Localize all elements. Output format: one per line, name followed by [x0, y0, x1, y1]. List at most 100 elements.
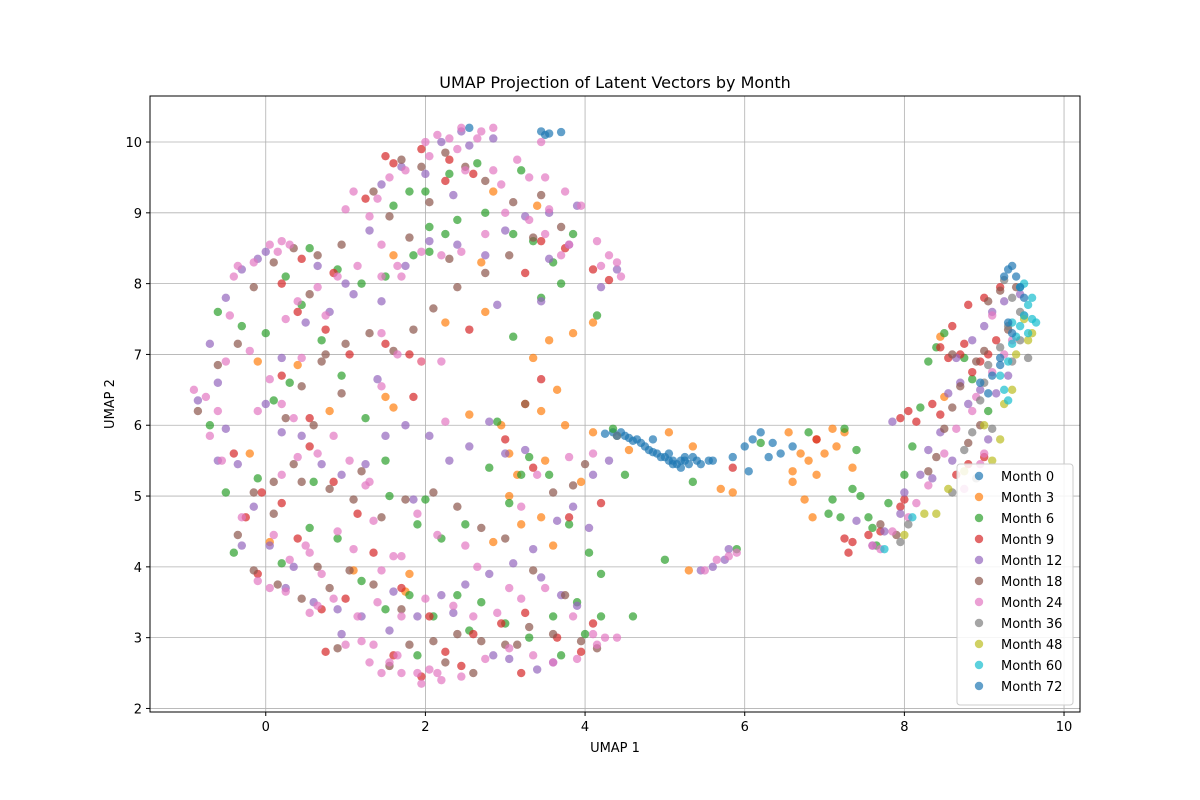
data-point-s5-89 — [469, 668, 478, 678]
data-point-s2-55 — [405, 187, 414, 196]
data-point-s10-14 — [600, 429, 610, 438]
data-point-s6-127 — [700, 566, 710, 575]
data-point-s5-1 — [213, 360, 223, 370]
data-point-s5-0 — [193, 406, 203, 416]
data-point-s6-74 — [293, 297, 302, 306]
data-point-s6-83 — [401, 166, 410, 175]
data-point-s3-27 — [297, 254, 306, 264]
data-point-s4-19 — [485, 569, 494, 579]
data-point-s10-9 — [995, 353, 1005, 363]
data-point-s9-11 — [1023, 328, 1033, 338]
data-point-s4-30 — [465, 442, 474, 451]
data-point-s4-8 — [233, 459, 243, 469]
data-point-s3-29 — [361, 194, 370, 203]
data-point-s6-113 — [596, 261, 606, 271]
data-point-s4-55 — [544, 254, 554, 264]
data-point-s6-118 — [556, 251, 566, 260]
data-point-s6-103 — [457, 247, 466, 256]
data-point-s6-68 — [345, 456, 354, 465]
data-point-s4-13 — [333, 605, 342, 614]
data-point-s1-14 — [540, 456, 550, 465]
legend-label-2: Month 6 — [1001, 512, 1054, 527]
data-point-s5-58 — [397, 155, 406, 164]
data-point-s6-128 — [712, 555, 721, 564]
data-point-s6-15 — [253, 576, 262, 586]
data-point-s3-48 — [904, 406, 913, 416]
data-point-s10-3 — [1011, 272, 1021, 281]
data-point-s1-3 — [465, 410, 474, 419]
data-point-s4-113 — [528, 544, 538, 554]
data-point-s4-105 — [505, 654, 514, 664]
data-point-s4-21 — [536, 573, 546, 582]
data-point-s5-25 — [477, 636, 486, 646]
data-point-s9-0 — [880, 544, 889, 554]
data-point-s5-75 — [972, 357, 981, 366]
data-point-s10-15 — [612, 431, 622, 441]
data-point-s6-6 — [233, 261, 243, 271]
data-point-s1-46 — [568, 328, 578, 338]
data-point-s4-96 — [983, 435, 993, 444]
data-point-s6-129 — [724, 552, 733, 561]
data-point-s6-145 — [980, 449, 989, 458]
data-point-s10-7 — [1003, 318, 1013, 327]
data-point-s10-25 — [632, 435, 642, 444]
data-point-s9-15 — [1027, 314, 1037, 324]
data-point-s3-61 — [964, 300, 973, 310]
data-point-s4-27 — [520, 445, 530, 455]
data-point-s3-30 — [389, 159, 398, 168]
data-point-s6-77 — [353, 261, 362, 271]
data-point-s6-138 — [952, 424, 961, 433]
data-point-s2-41 — [509, 229, 518, 239]
data-point-s6-3 — [221, 357, 231, 366]
data-point-s4-82 — [916, 470, 925, 480]
data-point-s6-61 — [413, 509, 422, 518]
x-axis-label: UMAP 1 — [590, 741, 640, 756]
data-point-s2-63 — [205, 421, 215, 430]
data-point-s6-101 — [501, 208, 510, 218]
data-point-s4-109 — [237, 541, 247, 550]
data-point-s5-80 — [924, 467, 933, 476]
data-point-s4-97 — [948, 456, 957, 465]
data-point-s2-3 — [285, 378, 294, 387]
data-point-s6-37 — [548, 658, 558, 667]
data-point-s6-65 — [293, 452, 302, 462]
series-10 — [465, 123, 1029, 472]
data-point-s6-63 — [461, 541, 470, 550]
data-point-s6-124 — [341, 640, 350, 649]
data-point-s5-79 — [932, 452, 941, 462]
data-point-s2-19 — [544, 470, 554, 480]
data-point-s2-92 — [221, 488, 231, 497]
legend-label-5: Month 18 — [1001, 575, 1062, 590]
data-point-s2-90 — [824, 509, 833, 518]
data-point-s1-47 — [588, 318, 598, 327]
legend-label-6: Month 24 — [1001, 596, 1062, 611]
data-point-s10-2 — [1007, 261, 1017, 271]
data-point-s6-13 — [217, 456, 227, 465]
data-point-s2-33 — [305, 244, 314, 253]
data-point-s3-10 — [469, 629, 478, 639]
data-point-s5-35 — [453, 502, 462, 511]
data-point-s4-32 — [425, 431, 434, 441]
data-point-s2-93 — [269, 396, 278, 405]
data-point-s6-162 — [473, 562, 482, 572]
data-point-s4-17 — [437, 590, 446, 600]
data-point-s6-153 — [517, 502, 526, 511]
data-point-s1-58 — [788, 467, 797, 476]
data-point-s4-25 — [568, 502, 578, 511]
data-point-s0-15 — [648, 435, 658, 444]
data-point-s5-57 — [369, 187, 378, 196]
data-point-s10-0 — [465, 123, 474, 133]
data-point-s5-56 — [385, 212, 394, 221]
data-point-s6-137 — [940, 449, 949, 458]
data-point-s4-87 — [968, 336, 977, 345]
data-point-s6-79 — [393, 261, 402, 271]
data-point-s6-122 — [437, 357, 446, 366]
data-point-s6-84 — [425, 151, 434, 161]
data-point-s5-49 — [429, 304, 438, 313]
data-point-s7-15 — [896, 537, 905, 547]
data-point-s5-20 — [345, 566, 354, 575]
data-point-s6-2 — [213, 406, 223, 416]
data-point-s7-10 — [960, 445, 969, 455]
data-point-s3-68 — [457, 661, 466, 671]
data-point-s1-20 — [381, 392, 390, 402]
